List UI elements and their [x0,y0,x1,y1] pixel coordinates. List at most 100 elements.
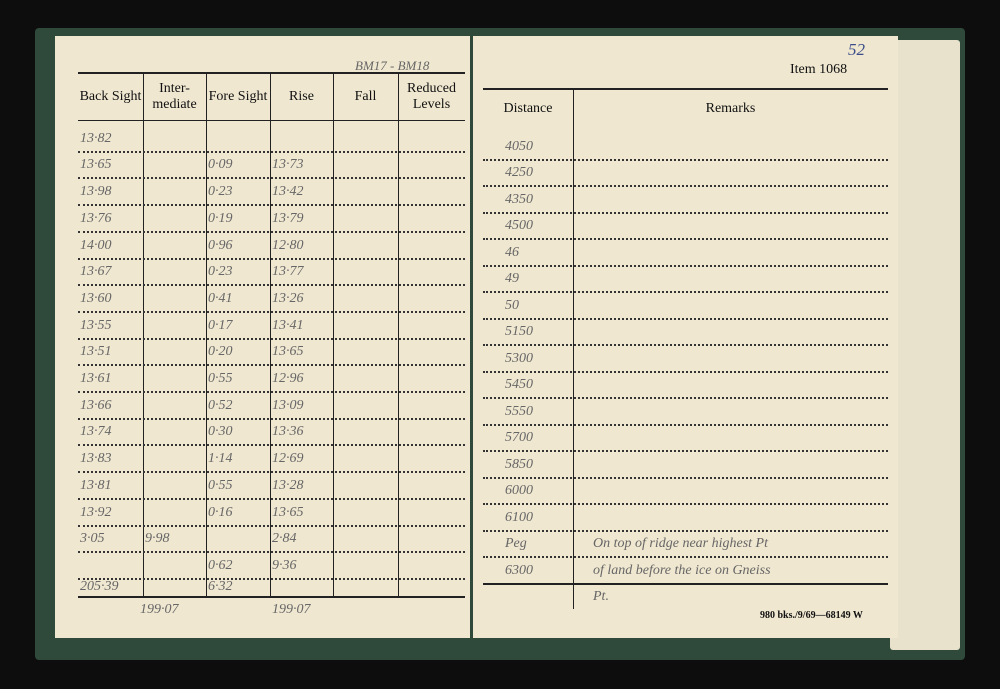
column-rule [206,72,207,596]
cell-value: 4350 [505,191,533,207]
row-rule [483,370,888,373]
cell-value: 49 [505,271,519,286]
row-rule [78,577,465,580]
row-rule [483,582,888,585]
row-rule [78,391,465,393]
cell-value: 12·69 [272,451,304,467]
cell-value: 5150 [505,324,533,339]
cell-value: 13·65 [272,504,304,520]
cell-value: 12·96 [272,371,304,386]
cell-value: 2·84 [272,531,297,547]
cell-value: 0·96 [208,237,233,253]
cell-value: 13·66 [80,397,112,413]
column-rule [398,72,399,596]
total-value: 6·32 [208,578,233,594]
row-rule [483,211,888,214]
page-number: 52 [848,40,865,59]
row-rule [483,450,888,452]
table-rule [78,595,465,598]
column-rule [270,72,271,596]
row-rule [78,417,465,420]
row-rule [483,264,888,267]
cell-value: 13·76 [80,210,112,226]
column-header: Fall [354,89,377,104]
cell-value: 12·80 [272,237,304,253]
column-header: Back Sight [79,89,142,104]
row-rule [78,444,465,447]
table-rule [483,88,888,90]
cell-value: 13·81 [80,477,112,493]
column-header: Distance [503,101,553,116]
column-header: Fore Sight [208,89,268,104]
cell-value: Pt. [593,589,609,604]
row-rule [78,364,465,367]
cell-value: 13·83 [80,451,112,467]
cell-value: 13·77 [272,264,304,280]
cell-value: 13·26 [272,290,304,306]
cell-value: 0·55 [208,477,233,493]
cell-value: 5300 [505,350,533,366]
cell-value: 13·61 [80,371,112,386]
cell-value: 4050 [505,138,533,154]
cell-value: 5450 [505,377,533,392]
cell-value: 0·16 [208,504,233,520]
cell-value: 6300 [505,562,533,578]
cell-value: 3·05 [80,531,105,547]
header-note: BM17 - BM18 [355,58,430,73]
total-value: 205·39 [80,578,119,594]
cell-value: 0·20 [208,344,233,360]
right-page [473,36,898,638]
row-rule [78,471,465,474]
cell-value: of land before the ice on Gneiss [593,562,771,578]
row-rule [483,423,888,426]
cell-value: 0·41 [208,290,233,306]
cell-value: 0·52 [208,397,233,413]
cell-value: 13·74 [80,424,112,440]
cell-value: 6000 [505,483,533,498]
cell-value: 4250 [505,165,533,180]
column-rule [573,88,574,609]
row-rule [483,238,888,240]
cell-value: 4500 [505,218,533,233]
column-header: Rise [289,89,314,104]
cell-value: 13·36 [272,424,304,440]
cell-value: 5850 [505,456,533,472]
sub-total: 199·07 [140,601,179,617]
sub-total: 199·07 [272,601,311,617]
column-rule [143,72,144,596]
cell-value: 13·79 [272,210,304,226]
cell-value: 13·55 [80,317,112,333]
row-rule [78,284,465,287]
cell-value: 13·73 [272,157,304,173]
row-rule [483,529,888,532]
cell-value: 1·14 [208,451,233,467]
cell-value: 13·67 [80,264,112,280]
cell-value: 9·36 [272,557,297,573]
row-rule [483,476,888,479]
cell-value: 14·00 [80,237,112,253]
row-rule [78,337,465,340]
cell-value: 50 [505,297,519,313]
column-header: Inter-mediate [152,81,197,112]
row-rule [78,204,465,207]
row-rule [78,551,465,554]
row-rule [483,317,888,320]
row-rule [483,503,888,505]
row-rule [483,397,888,399]
cell-value: 13·65 [80,157,112,173]
cell-value: 13·98 [80,184,112,200]
cell-value: On top of ridge near highest Pt [593,536,768,551]
table-rule [78,120,465,121]
row-rule [78,310,465,313]
row-rule [78,524,465,527]
cell-value: 13·09 [272,397,304,413]
row-rule [78,230,465,233]
row-rule [78,150,465,153]
row-rule [483,185,888,187]
cell-value: 6100 [505,509,533,525]
cell-value: 5700 [505,430,533,445]
left-page [55,36,470,638]
cell-value: 0·62 [208,557,233,573]
cell-value: 13·82 [80,130,112,146]
